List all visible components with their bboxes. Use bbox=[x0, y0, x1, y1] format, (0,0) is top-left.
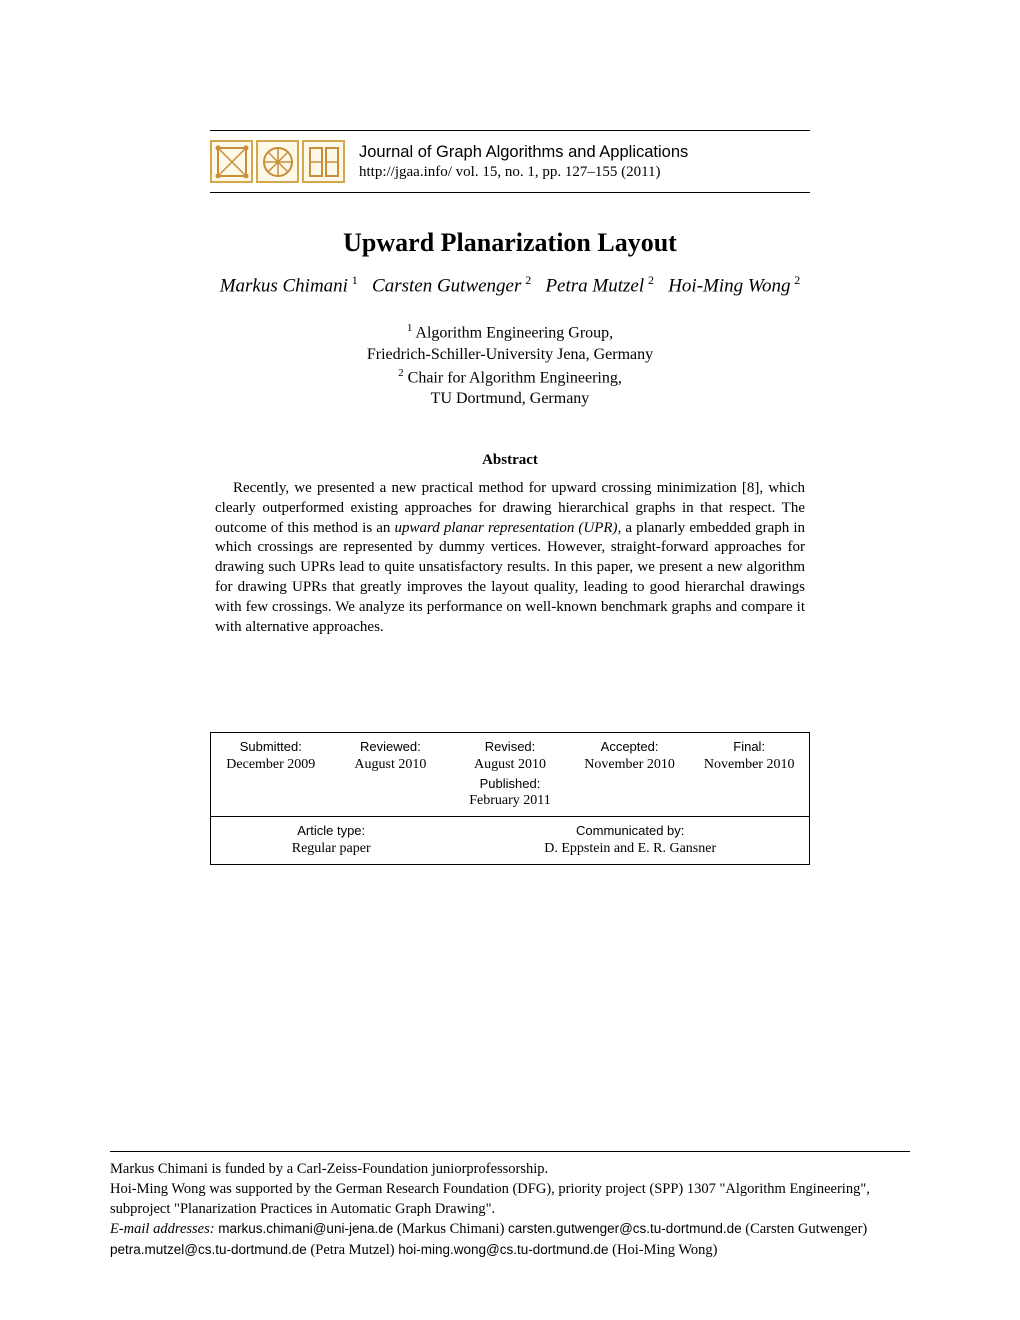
funding-2: Hoi-Ming Wong was supported by the Germa… bbox=[110, 1179, 910, 1220]
aff1-l1: Algorithm Engineering Group, bbox=[412, 324, 613, 341]
author-4-sup: 2 bbox=[794, 273, 800, 287]
value-final: November 2010 bbox=[692, 756, 806, 775]
logo-box-3 bbox=[302, 140, 345, 183]
journal-url: http://jgaa.info/ bbox=[359, 164, 452, 180]
author-1-sup: 1 bbox=[352, 273, 358, 287]
cell-submitted: Submitted: December 2009 bbox=[211, 733, 331, 816]
emails: E-mail addresses: markus.chimani@uni-jen… bbox=[110, 1219, 910, 1260]
cell-communicated: Communicated by: D. Eppstein and E. R. G… bbox=[451, 817, 809, 863]
author-1: Markus Chimani bbox=[220, 275, 348, 296]
cell-reviewed: Reviewed: August 2010 bbox=[331, 733, 451, 816]
value-revised: August 2010 bbox=[453, 756, 567, 775]
abstract-italic: upward planar representation (UPR) bbox=[394, 520, 617, 536]
funding-1: Markus Chimani is funded by a Carl-Zeiss… bbox=[110, 1159, 910, 1179]
author-3: Petra Mutzel bbox=[545, 275, 644, 296]
cell-revised: Revised: August 2010 Published: February… bbox=[450, 733, 570, 816]
value-published: February 2011 bbox=[453, 792, 567, 811]
label-revised: Revised: bbox=[453, 738, 567, 756]
name-2: (Carsten Gutwenger) bbox=[742, 1221, 868, 1237]
journal-logo bbox=[210, 140, 345, 183]
name-1: (Markus Chimani) bbox=[393, 1221, 508, 1237]
name-3: (Petra Mutzel) bbox=[307, 1242, 398, 1258]
logo-box-1 bbox=[210, 140, 253, 183]
aff2-l2: TU Dortmund, Germany bbox=[431, 390, 590, 407]
author-2-sup: 2 bbox=[525, 273, 531, 287]
journal-name: Journal of Graph Algorithms and Applicat… bbox=[359, 143, 810, 162]
value-communicated: D. Eppstein and E. R. Gansner bbox=[454, 840, 806, 859]
aff1-l2: Friedrich-Schiller-University Jena, Germ… bbox=[367, 346, 653, 363]
cell-final: Final: November 2010 bbox=[689, 733, 809, 816]
info-row-meta: Article type: Regular paper Communicated… bbox=[211, 817, 809, 863]
journal-details: http://jgaa.info/ vol. 15, no. 1, pp. 12… bbox=[359, 164, 810, 181]
email-2: carsten.gutwenger@cs.tu-dortmund.de bbox=[508, 1221, 742, 1236]
label-submitted: Submitted: bbox=[214, 738, 328, 756]
label-accepted: Accepted: bbox=[573, 738, 687, 756]
journal-info: Journal of Graph Algorithms and Applicat… bbox=[359, 143, 810, 181]
journal-volume: vol. 15, no. 1, pp. 127–155 (2011) bbox=[456, 164, 661, 180]
name-4: (Hoi-Ming Wong) bbox=[609, 1242, 718, 1258]
info-row-dates: Submitted: December 2009 Reviewed: Augus… bbox=[211, 733, 809, 817]
label-article-type: Article type: bbox=[214, 822, 448, 840]
label-final: Final: bbox=[692, 738, 806, 756]
label-reviewed: Reviewed: bbox=[334, 738, 448, 756]
aff2-l1: Chair for Algorithm Engineering, bbox=[404, 369, 622, 386]
email-1: markus.chimani@uni-jena.de bbox=[218, 1221, 393, 1236]
abstract-p2: , a planarly embedded graph in which cro… bbox=[215, 520, 805, 635]
email-3: petra.mutzel@cs.tu-dortmund.de bbox=[110, 1242, 307, 1257]
value-submitted: December 2009 bbox=[214, 756, 328, 775]
value-accepted: November 2010 bbox=[573, 756, 687, 775]
authors-line: Markus Chimani 1 Carsten Gutwenger 2 Pet… bbox=[110, 273, 910, 299]
author-3-sup: 2 bbox=[648, 273, 654, 287]
journal-header: Journal of Graph Algorithms and Applicat… bbox=[210, 130, 810, 193]
value-article-type: Regular paper bbox=[214, 840, 448, 859]
info-table: Submitted: December 2009 Reviewed: Augus… bbox=[210, 732, 810, 864]
author-2: Carsten Gutwenger bbox=[372, 275, 521, 296]
affiliations: 1 Algorithm Engineering Group, Friedrich… bbox=[110, 321, 910, 410]
label-published: Published: bbox=[453, 775, 567, 793]
cell-article-type: Article type: Regular paper bbox=[211, 817, 451, 863]
value-reviewed: August 2010 bbox=[334, 756, 448, 775]
paper-title: Upward Planarization Layout bbox=[110, 228, 910, 258]
cell-accepted: Accepted: November 2010 bbox=[570, 733, 690, 816]
abstract-text: Recently, we presented a new practical m… bbox=[215, 479, 805, 637]
label-communicated: Communicated by: bbox=[454, 822, 806, 840]
author-4: Hoi-Ming Wong bbox=[668, 275, 790, 296]
logo-box-2 bbox=[256, 140, 299, 183]
email-label: E-mail addresses: bbox=[110, 1221, 215, 1237]
email-4: hoi-ming.wong@cs.tu-dortmund.de bbox=[398, 1242, 608, 1257]
abstract-heading: Abstract bbox=[110, 452, 910, 469]
footer: Markus Chimani is funded by a Carl-Zeiss… bbox=[110, 1151, 910, 1260]
